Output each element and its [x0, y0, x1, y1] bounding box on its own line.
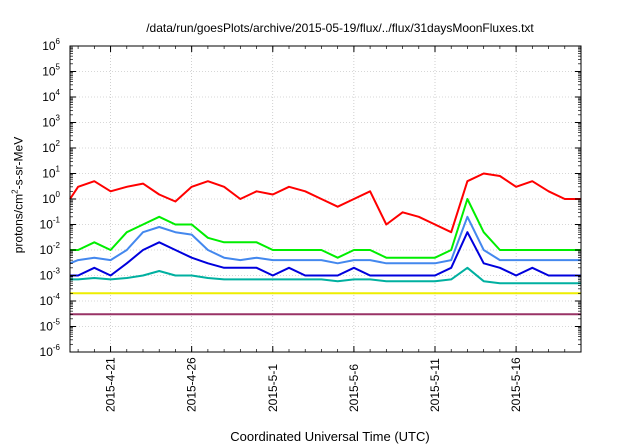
x-tick-label: 2015-5-11 [428, 358, 442, 412]
series-line-1 [69, 172, 581, 234]
x-tick-label: 2015-5-6 [347, 364, 361, 412]
y-tick-label-exp: -3 [53, 267, 61, 276]
y-axis-label: protons/cm2-s-sr-MeV [11, 137, 26, 253]
x-tick-label: 2015-5-16 [509, 357, 523, 412]
y-tick-label-exp: 3 [56, 114, 61, 123]
y-tick-label-exp: 4 [56, 88, 61, 97]
y-axis-label-main: protons/cm [11, 193, 26, 254]
series-group [69, 172, 581, 316]
y-tick-label: 100 [42, 190, 60, 206]
x-tick-label: 2015-4-26 [185, 357, 199, 412]
y-tick-label: 104 [42, 88, 60, 104]
y-tick-label-exp: 0 [56, 190, 61, 199]
y-tick-label-exp: -4 [53, 292, 61, 301]
y-tick-label: 102 [42, 139, 60, 155]
y-tick-label-exp: 1 [56, 165, 61, 174]
y-tick-label-exp: 6 [56, 37, 61, 46]
y-axis-label-sup: 2 [10, 189, 20, 194]
y-tick-label-exp: -6 [53, 343, 61, 352]
y-tick-label: 10-4 [40, 292, 61, 308]
x-axis-ticks: 2015-4-21 2015-4-26 2015-5-1 2015-5-6 2015-5… [77, 46, 582, 412]
y-tick-label: 10-3 [40, 267, 61, 283]
series-line-2 [70, 198, 581, 259]
y-tick-label-exp: -5 [53, 318, 61, 327]
y-tick-label-exp: 5 [56, 63, 61, 72]
y-tick-label-exp: -1 [53, 216, 61, 225]
y-tick-label: 10-2 [40, 241, 61, 257]
y-tick-label: 10-6 [40, 343, 61, 359]
series-line-3 [69, 215, 581, 265]
y-tick-label: 10-5 [40, 318, 61, 334]
series-line-4 [70, 231, 581, 277]
x-tick-label: 2015-4-21 [104, 357, 118, 412]
y-tick-label: 101 [42, 165, 60, 181]
y-tick-label: 10-1 [40, 216, 61, 232]
y-axis-ticks: 10-610-510-410-310-210-11001011021031041… [40, 37, 581, 359]
y-tick-label-exp: -2 [53, 241, 61, 250]
y-axis-label-tail: -s-sr-MeV [11, 136, 26, 190]
grid [70, 45, 581, 353]
y-tick-label-exp: 2 [56, 139, 61, 148]
y-tick-label: 105 [42, 63, 60, 79]
x-axis-label: Coordinated Universal Time (UTC) [230, 429, 430, 444]
y-tick-label: 103 [42, 114, 60, 130]
y-tick-label: 106 [42, 37, 60, 53]
series-line-5 [70, 266, 581, 285]
x-tick-label: 2015-5-1 [266, 364, 280, 412]
chart-title: /data/run/goesPlots/archive/2015-05-19/f… [146, 21, 534, 35]
